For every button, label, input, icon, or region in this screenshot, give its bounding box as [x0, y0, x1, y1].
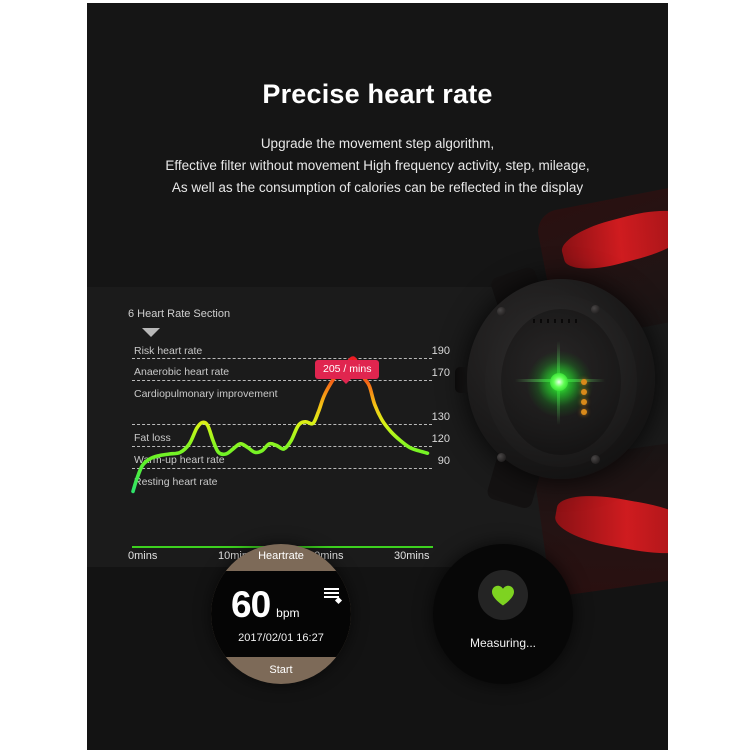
subtitle-line-3: As well as the consumption of calories c…	[171, 180, 584, 195]
axis-value-120: 120	[431, 433, 450, 445]
header-block: Precise heart rate Upgrade the movement …	[87, 3, 668, 199]
gridline-170	[132, 380, 432, 381]
x-tick-0mins: 0mins	[128, 550, 158, 562]
gridline-130	[132, 424, 432, 425]
sensor-indicator-dot	[581, 409, 587, 415]
panel-band-bottom	[87, 567, 668, 750]
gridline-90	[132, 468, 432, 469]
watch-face-title: Heartrate	[258, 550, 304, 562]
case-screw	[497, 307, 506, 316]
axis-value-190: 190	[431, 345, 450, 357]
page-title: Precise heart rate	[262, 79, 493, 109]
heart-rate-chart: 6 Heart Rate Section Risk heart rate Ana…	[120, 308, 450, 562]
watch-face-heartrate-screen[interactable]: Heartrate 60 bpm 2017/02/01 16:27 Start	[211, 544, 351, 684]
watch-face-timestamp: 2017/02/01 16:27	[238, 632, 324, 644]
zone-label-risk: Risk heart rate	[134, 345, 203, 357]
gridline-120	[132, 446, 432, 447]
peak-value-badge: 205 / mins	[315, 360, 380, 384]
zone-label-fat-loss: Fat loss	[134, 432, 171, 444]
sensor-indicator-dot	[581, 389, 587, 395]
case-screw	[497, 453, 506, 462]
sensor-indicator-dot	[581, 379, 587, 385]
case-screw	[591, 455, 600, 464]
start-button[interactable]: Start	[269, 664, 293, 676]
dark-promo-panel: Precise heart rate Upgrade the movement …	[87, 3, 668, 750]
chart-title: 6 Heart Rate Section	[128, 308, 231, 320]
sensor-indicator-dot	[581, 399, 587, 405]
subtitle-line-2: Effective filter without movement High f…	[165, 158, 590, 173]
measuring-label: Measuring...	[469, 636, 537, 650]
axis-value-90: 90	[437, 455, 450, 467]
smartwatch-back-photo	[449, 174, 668, 598]
bpm-value: 60	[231, 584, 271, 625]
zone-label-cardiopulmonary: Cardiopulmonary improvement	[134, 388, 278, 400]
heart-rate-sensor-led	[550, 373, 568, 391]
watch-face-screen-area	[211, 571, 351, 657]
axis-value-130: 130	[431, 411, 450, 423]
heart-icon	[492, 585, 514, 606]
x-tick-30mins: 30mins	[394, 550, 430, 562]
heart-rate-curve	[131, 356, 430, 494]
zone-label-anaerobic: Anaerobic heart rate	[134, 366, 230, 378]
chevron-down-icon	[142, 328, 160, 337]
watch-engraving-dots	[533, 319, 577, 323]
chart-plot-area: Risk heart rate Anaerobic heart rate Car…	[120, 344, 450, 562]
hamburger-list-icon[interactable]	[324, 588, 343, 605]
measuring-screen[interactable]: Measuring...	[433, 544, 573, 684]
gridline-190	[132, 358, 432, 359]
case-screw	[591, 305, 600, 314]
axis-value-170: 170	[431, 367, 450, 379]
bpm-readout: 60 bpm	[231, 586, 300, 623]
bpm-unit: bpm	[276, 606, 300, 620]
subtitle-line-1: Upgrade the movement step algorithm,	[260, 136, 495, 151]
zone-label-resting: Resting heart rate	[134, 476, 218, 488]
